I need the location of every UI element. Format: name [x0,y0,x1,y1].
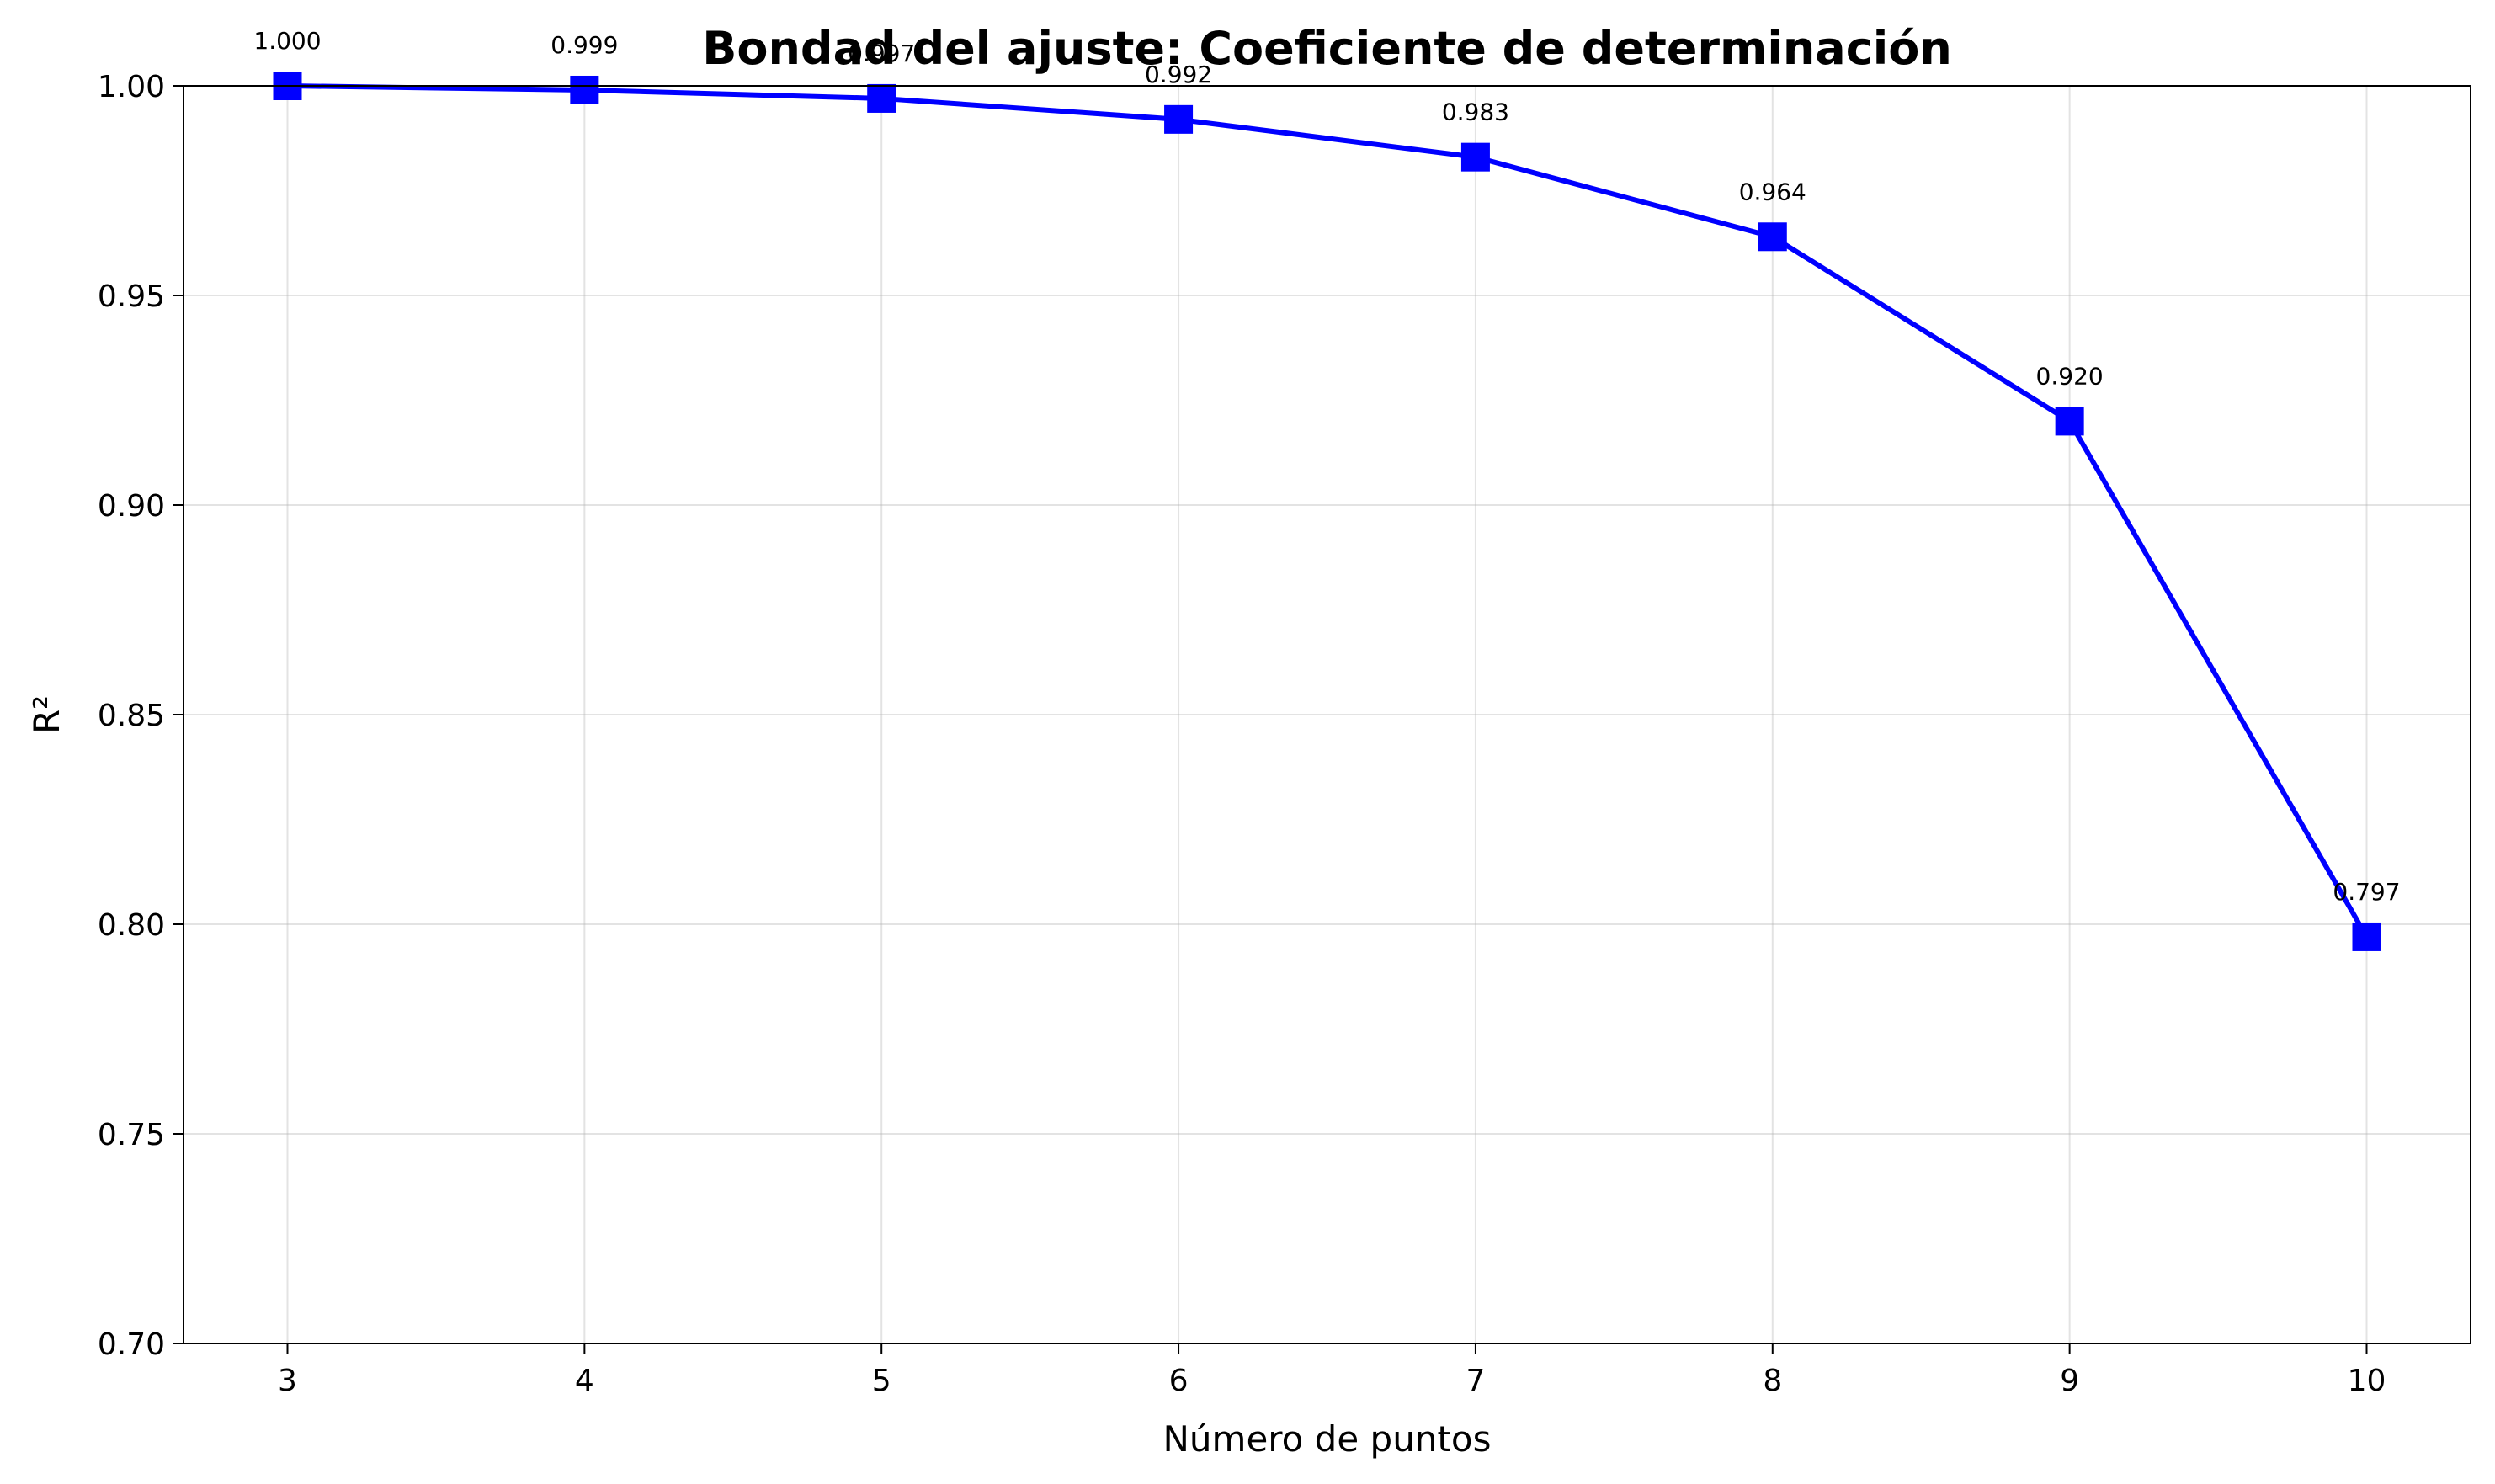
x-tick-label: 9 [2060,1364,2079,1398]
x-tick-label: 10 [2348,1364,2386,1398]
series-line [285,83,2370,939]
x-tick-label: 6 [1169,1364,1189,1398]
y-tick-label: 0.90 [98,489,165,524]
data-point-marker [2055,407,2084,436]
y-tick-label: 0.75 [98,1118,165,1152]
data-label: 0.992 [1145,61,1212,88]
x-tick-label: 5 [872,1364,891,1398]
data-point-marker [1460,142,1490,172]
data-label: 0.920 [2036,362,2104,390]
data-label: 0.964 [1739,178,1806,205]
data-label: 1.000 [253,27,321,55]
data-point-marker [1164,104,1194,134]
data-point-marker [1758,222,1787,252]
grid [184,85,2471,1344]
data-point-marker [867,83,896,113]
x-axis-label: Número de puntos [1163,1418,1492,1460]
chart-title: Bondad del ajuste: Coeficiente de determ… [702,22,1952,75]
ticks: 3 4 5 6 7 8 9 10 0.70 0.75 0.80 0.85 0.90 0.95 1.00 [98,70,2386,1398]
data-labels: 1.000 0.999 0.997 0.992 0.983 0.964 0.920 0.797 [253,27,2400,906]
data-label: 0.997 [848,40,915,67]
y-tick-label: 0.85 [98,699,165,733]
x-tick-label: 4 [575,1364,594,1398]
x-tick-label: 7 [1466,1364,1485,1398]
data-point-marker [570,75,599,104]
data-point-marker [2352,922,2381,951]
y-tick-label: 1.00 [98,70,165,104]
y-tick-label: 0.80 [98,908,165,943]
y-tick-label: 0.95 [98,279,165,314]
data-label: 0.983 [1442,98,1509,126]
x-tick-label: 3 [278,1364,297,1398]
y-tick-label: 0.70 [98,1327,165,1362]
y-axis-label: R² [26,695,67,734]
x-tick-label: 8 [1763,1364,1782,1398]
data-label: 0.797 [2333,878,2400,906]
data-label: 0.999 [551,31,618,59]
